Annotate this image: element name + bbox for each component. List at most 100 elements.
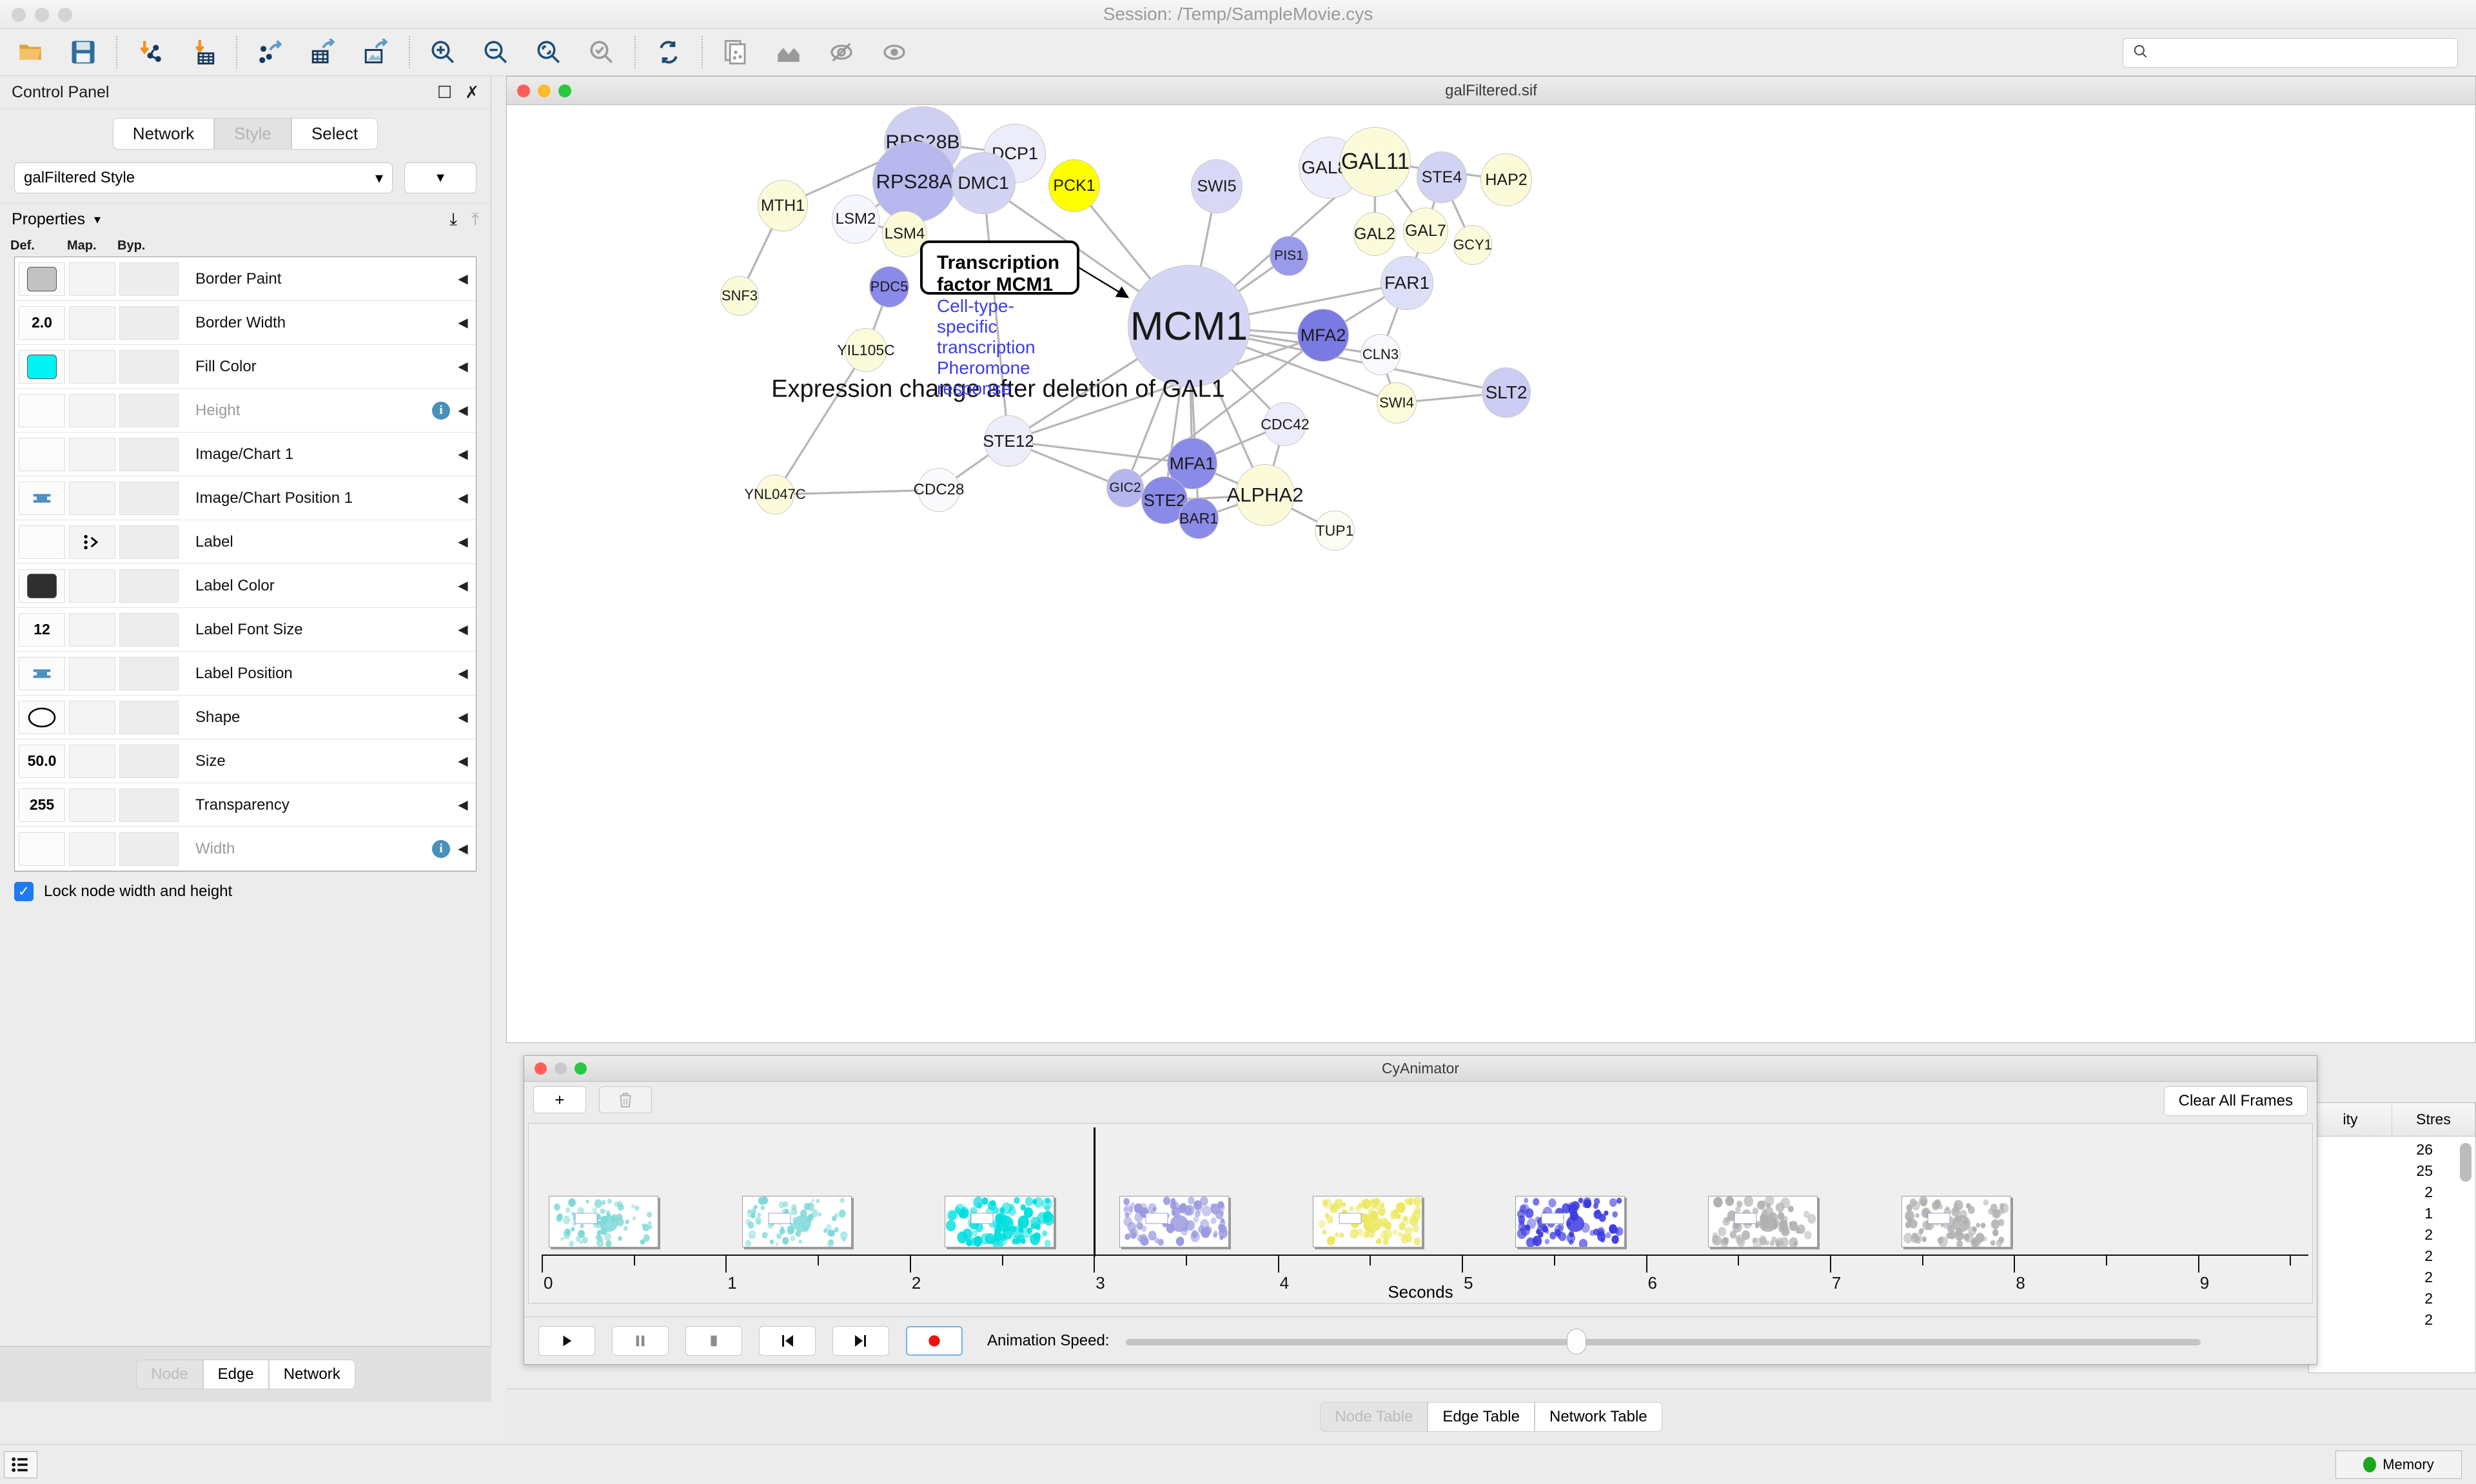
network-node[interactable]: SWI4 [1377, 382, 1417, 424]
expand-property-arrow[interactable]: ◀ [458, 754, 468, 768]
property-mapping-cell[interactable] [69, 525, 115, 559]
property-bypass-cell[interactable] [119, 788, 179, 822]
timeline-frame[interactable] [1312, 1196, 1422, 1247]
property-row[interactable]: Label Color ◀ [15, 564, 476, 608]
style-select[interactable]: galFiltered Style ▾ [14, 162, 393, 193]
network-node[interactable]: RPS28A [872, 141, 956, 222]
lock-node-size-row[interactable]: ✓ Lock node width and height [0, 872, 491, 901]
property-mapping-cell[interactable] [69, 744, 115, 778]
table-row[interactable]: 26 [2416, 1141, 2433, 1158]
zoom-in-icon[interactable] [417, 31, 469, 73]
property-mapping-cell[interactable] [69, 612, 115, 647]
property-row[interactable]: 12 Label Font Size ◀ [15, 608, 476, 652]
pause-button[interactable] [612, 1325, 669, 1356]
property-bypass-cell[interactable] [119, 437, 179, 471]
export-table-icon[interactable] [297, 31, 349, 73]
tab-network-table[interactable]: Network Table [1535, 1401, 1662, 1432]
property-row[interactable]: Width i ◀ [15, 827, 476, 871]
property-mapping-cell[interactable] [69, 832, 115, 866]
property-row[interactable]: 50.0 Size ◀ [15, 739, 476, 783]
expand-property-arrow[interactable]: ◀ [458, 667, 468, 681]
delete-frame-button[interactable] [599, 1086, 652, 1113]
float-panel-icon[interactable]: ☐ [437, 83, 453, 102]
network-edge[interactable] [1008, 440, 1193, 465]
property-mapping-cell[interactable] [69, 569, 115, 603]
property-mapping-cell[interactable] [69, 262, 115, 296]
network-node[interactable]: LSM4 [882, 211, 927, 257]
network-edge[interactable] [774, 349, 867, 495]
timeline-frame[interactable] [549, 1196, 659, 1247]
add-frame-button[interactable]: + [533, 1086, 586, 1113]
network-edge[interactable] [982, 182, 1010, 442]
property-bypass-cell[interactable] [119, 262, 179, 296]
export-network-icon[interactable] [244, 31, 297, 73]
expand-property-arrow[interactable]: ◀ [458, 272, 468, 286]
new-network-icon[interactable] [709, 31, 762, 73]
play-button[interactable] [538, 1325, 595, 1356]
export-image-icon[interactable] [349, 31, 402, 73]
timeline-frame[interactable] [944, 1196, 1054, 1247]
info-icon[interactable]: i [432, 401, 450, 420]
next-frame-button[interactable] [832, 1325, 889, 1356]
table-row[interactable]: 2 [2424, 1226, 2433, 1243]
property-default-cell[interactable] [19, 481, 65, 515]
property-default-cell[interactable] [19, 437, 65, 471]
refresh-icon[interactable] [642, 31, 695, 73]
network-node[interactable]: STE2 [1141, 476, 1188, 524]
network-node[interactable]: STE12 [983, 415, 1034, 467]
property-row[interactable]: Image/Chart 1 ◀ [15, 433, 476, 476]
column-header-stress[interactable]: Stres [2392, 1103, 2475, 1136]
network-node[interactable]: PIS1 [1270, 236, 1308, 276]
property-default-cell[interactable] [19, 393, 65, 427]
network-edge[interactable] [1125, 334, 1324, 489]
network-node[interactable]: GCY1 [1453, 225, 1492, 265]
property-default-cell[interactable] [19, 700, 65, 734]
network-node[interactable]: YIL105C [837, 328, 895, 372]
network-node[interactable]: MTH1 [758, 180, 808, 231]
property-row[interactable]: Shape ◀ [15, 696, 476, 739]
expand-property-arrow[interactable]: ◀ [458, 842, 468, 856]
table-row[interactable]: 2 [2424, 1247, 2433, 1264]
animation-timeline[interactable]: 0 1 2 3 4 5 6 7 8 9 Seconds [528, 1123, 2313, 1303]
timeline-frame[interactable] [1901, 1196, 2012, 1247]
chevron-down-icon[interactable]: ▾ [93, 213, 101, 227]
table-row[interactable]: 25 [2416, 1162, 2433, 1179]
property-bypass-cell[interactable] [119, 656, 179, 690]
slider-thumb[interactable] [1566, 1328, 1586, 1354]
tab-network[interactable]: Network [112, 118, 215, 150]
property-row[interactable]: 2.0 Border Width ◀ [15, 301, 476, 345]
property-row[interactable]: Image/Chart Position 1 ◀ [15, 476, 476, 520]
tab-node-table[interactable]: Node Table [1320, 1401, 1428, 1432]
record-button[interactable] [906, 1325, 963, 1356]
expand-property-arrow[interactable]: ◀ [458, 710, 468, 725]
network-node[interactable]: STE4 [1417, 151, 1467, 203]
window-controls[interactable] [12, 8, 72, 22]
tab-node[interactable]: Node [136, 1359, 203, 1389]
network-node[interactable]: MCM1 [1128, 265, 1250, 387]
property-default-cell[interactable] [19, 525, 65, 559]
close-window-dot[interactable] [517, 84, 530, 97]
table-row[interactable]: 2 [2424, 1311, 2433, 1328]
expand-property-arrow[interactable]: ◀ [458, 316, 468, 330]
hide-selected-icon[interactable] [815, 31, 868, 73]
timeline-frame[interactable] [1515, 1196, 1625, 1247]
table-row[interactable]: 1 [2424, 1205, 2433, 1222]
property-bypass-cell[interactable] [119, 700, 179, 734]
expand-property-arrow[interactable]: ◀ [458, 579, 468, 593]
tab-edge[interactable]: Edge [202, 1359, 269, 1389]
network-node[interactable]: TUP1 [1315, 511, 1355, 551]
tab-network-style[interactable]: Network [268, 1359, 355, 1389]
property-row[interactable]: Height i ◀ [15, 389, 476, 433]
minimize-window-dot[interactable] [35, 8, 49, 22]
zoom-selected-icon[interactable] [522, 31, 575, 73]
fit-selected-icon[interactable] [575, 31, 628, 73]
import-table-icon[interactable] [177, 31, 230, 73]
property-bypass-cell[interactable] [119, 569, 179, 603]
timeline-frame[interactable] [1708, 1196, 1818, 1247]
property-default-cell[interactable] [19, 569, 65, 603]
cyanimator-window-controls[interactable] [535, 1062, 587, 1075]
expand-property-arrow[interactable]: ◀ [458, 491, 468, 505]
tab-edge-table[interactable]: Edge Table [1428, 1401, 1535, 1432]
property-mapping-cell[interactable] [69, 656, 115, 690]
property-default-cell[interactable]: 12 [19, 612, 65, 647]
